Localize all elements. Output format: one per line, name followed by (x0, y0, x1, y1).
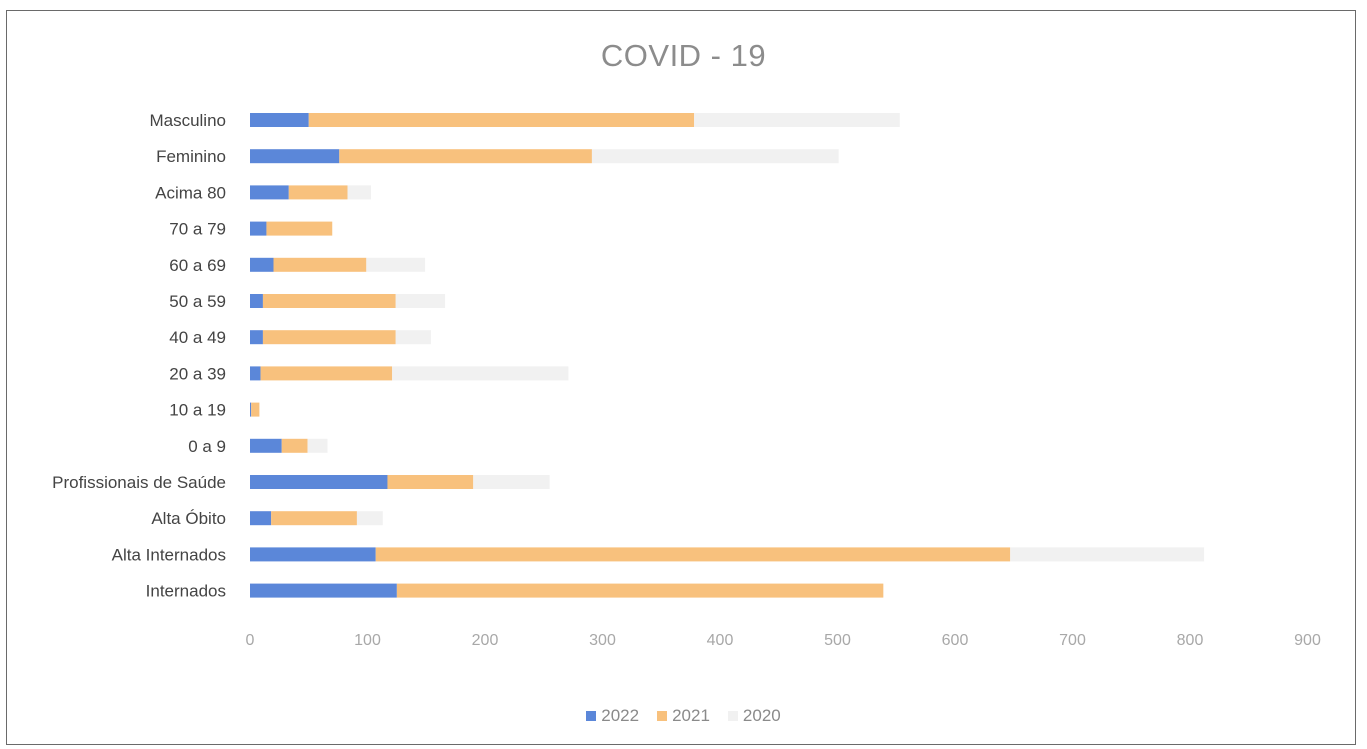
bar-segment-2022 (250, 330, 263, 345)
bar-segment-2020 (694, 113, 900, 127)
x-tick-label: 400 (707, 632, 734, 649)
x-tick-label: 100 (354, 632, 381, 649)
category-label: Acima 80 (155, 183, 226, 202)
x-tick-label: 500 (824, 632, 851, 649)
category-label: 70 a 79 (169, 220, 226, 239)
x-tick-label: 700 (1059, 632, 1086, 649)
category-label: Internados (146, 582, 226, 601)
bar-segment-2021 (387, 475, 474, 489)
bar-segment-2020 (307, 438, 328, 453)
bar-segment-2021 (251, 402, 260, 417)
bar-segment-2021 (288, 185, 348, 200)
x-tick-label: 0 (246, 632, 255, 649)
bar-segment-2020 (356, 511, 383, 526)
bar-segment-2022 (250, 113, 309, 127)
category-label: 10 a 19 (169, 401, 226, 420)
legend-item-2021: 2021 (657, 706, 710, 726)
category-label: Feminino (156, 147, 226, 166)
bar-segment-2022 (250, 583, 397, 598)
legend-swatch (727, 711, 738, 721)
category-label: Alta Óbito (151, 509, 226, 528)
category-label: 0 a 9 (188, 437, 226, 456)
bar-segment-2021 (262, 294, 396, 308)
bar-segment-2020 (347, 185, 372, 200)
bar-segment-2022 (250, 511, 272, 526)
bar-segment-2022 (250, 438, 282, 453)
bar-segment-2020 (366, 257, 426, 272)
category-label: Masculino (149, 111, 226, 130)
bar-segment-2022 (250, 547, 376, 562)
bar-segment-2021 (375, 547, 1011, 562)
bar-segment-2022 (250, 366, 261, 381)
bar-segment-2021 (271, 511, 357, 526)
bar-segment-2022 (250, 185, 289, 200)
legend-label: 2022 (601, 706, 640, 725)
bar-segment-2020 (1010, 547, 1205, 562)
category-label: 60 a 69 (169, 256, 226, 275)
bar-segment-2021 (339, 149, 592, 164)
category-label: 50 a 59 (169, 292, 226, 311)
x-tick-label: 300 (589, 632, 616, 649)
bar-segment-2022 (250, 402, 252, 417)
bar-segment-2021 (266, 221, 333, 236)
bar-segment-2021 (308, 113, 695, 127)
bar-segment-2021 (262, 330, 396, 345)
bar-segment-2020 (591, 149, 839, 164)
chart-frame (6, 10, 1356, 745)
bar-segment-2020 (395, 294, 446, 308)
chart-legend: 2022 2021 2020 (0, 706, 1367, 726)
category-label: Alta Internados (112, 545, 226, 564)
legend-swatch (657, 711, 668, 721)
x-tick-label: 800 (1177, 632, 1204, 649)
bar-segment-2022 (250, 294, 263, 308)
category-label: Profissionais de Saúde (52, 473, 226, 492)
legend-item-2022: 2022 (586, 706, 639, 726)
x-tick-label: 600 (942, 632, 969, 649)
x-tick-label: 900 (1294, 632, 1321, 649)
bar-segment-2020 (395, 330, 431, 345)
bar-segment-2022 (250, 221, 267, 236)
bar-segment-2022 (250, 257, 274, 272)
bar-segment-2021 (260, 366, 393, 381)
bar-segment-2020 (473, 475, 550, 489)
bar-segment-2022 (250, 475, 388, 489)
legend-label: 2021 (672, 706, 710, 725)
bar-segment-2020 (392, 366, 569, 381)
chart-title: COVID - 19 (600, 38, 767, 73)
category-label: 40 a 49 (169, 328, 226, 347)
legend-label: 2020 (742, 706, 781, 725)
bar-segment-2021 (281, 438, 308, 453)
legend-item-2020: 2020 (727, 706, 781, 726)
bar-segment-2021 (396, 583, 884, 598)
bar-segment-2022 (250, 149, 340, 164)
x-tick-label: 200 (472, 632, 499, 649)
category-label: 20 a 39 (169, 364, 226, 383)
legend-swatch (586, 711, 597, 721)
bar-segment-2021 (273, 257, 367, 272)
